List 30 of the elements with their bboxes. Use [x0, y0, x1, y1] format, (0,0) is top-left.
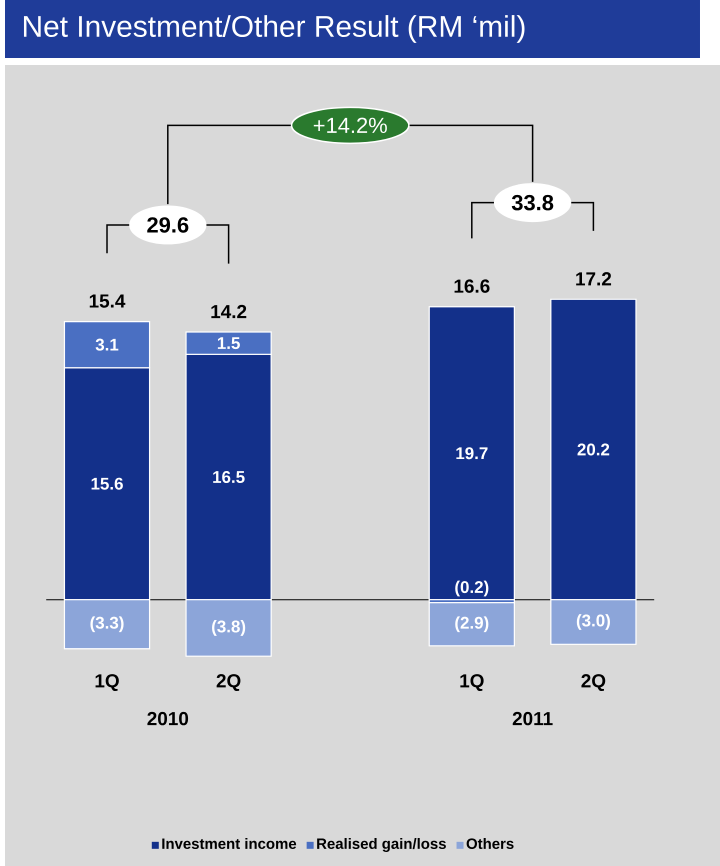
total-label: 16.6: [454, 279, 490, 293]
data-label: (3.0): [576, 614, 610, 630]
legend-label: Others: [466, 838, 514, 849]
data-label: (2.9): [455, 616, 488, 632]
data-label: (0.2): [455, 580, 488, 596]
x-tick-label: 1Q: [96, 674, 119, 692]
text: 2010: [147, 712, 188, 726]
total-label: 14.2: [211, 304, 246, 318]
data-label: 20.2: [578, 444, 610, 456]
text: 33.8: [512, 194, 554, 210]
legend-label: Investment income: [162, 838, 296, 849]
data-label: (3.8): [212, 620, 246, 636]
total-label: 15.4: [90, 294, 126, 308]
text: +14.2%: [314, 118, 387, 134]
text: 29.6: [147, 217, 188, 233]
chart-title: Net Investment/Other Result (RM ‘mil): [24, 15, 524, 43]
data-label: 15.6: [92, 478, 123, 490]
x-tick-label: 1Q: [460, 674, 484, 692]
data-label: (3.3): [90, 616, 124, 632]
data-label: 16.5: [213, 471, 245, 484]
text: 2011: [512, 712, 553, 726]
data-label: 3.1: [96, 338, 118, 351]
x-tick-label: 2Q: [216, 674, 240, 692]
legend-label: Realised gain/loss: [317, 838, 446, 852]
bar: [428, 602, 515, 646]
data-label: 19.7: [456, 447, 488, 460]
data-label: 1.5: [218, 337, 240, 350]
x-tick-label: 2Q: [581, 674, 606, 692]
total-label: 17.2: [576, 272, 612, 286]
bar: [428, 306, 515, 600]
